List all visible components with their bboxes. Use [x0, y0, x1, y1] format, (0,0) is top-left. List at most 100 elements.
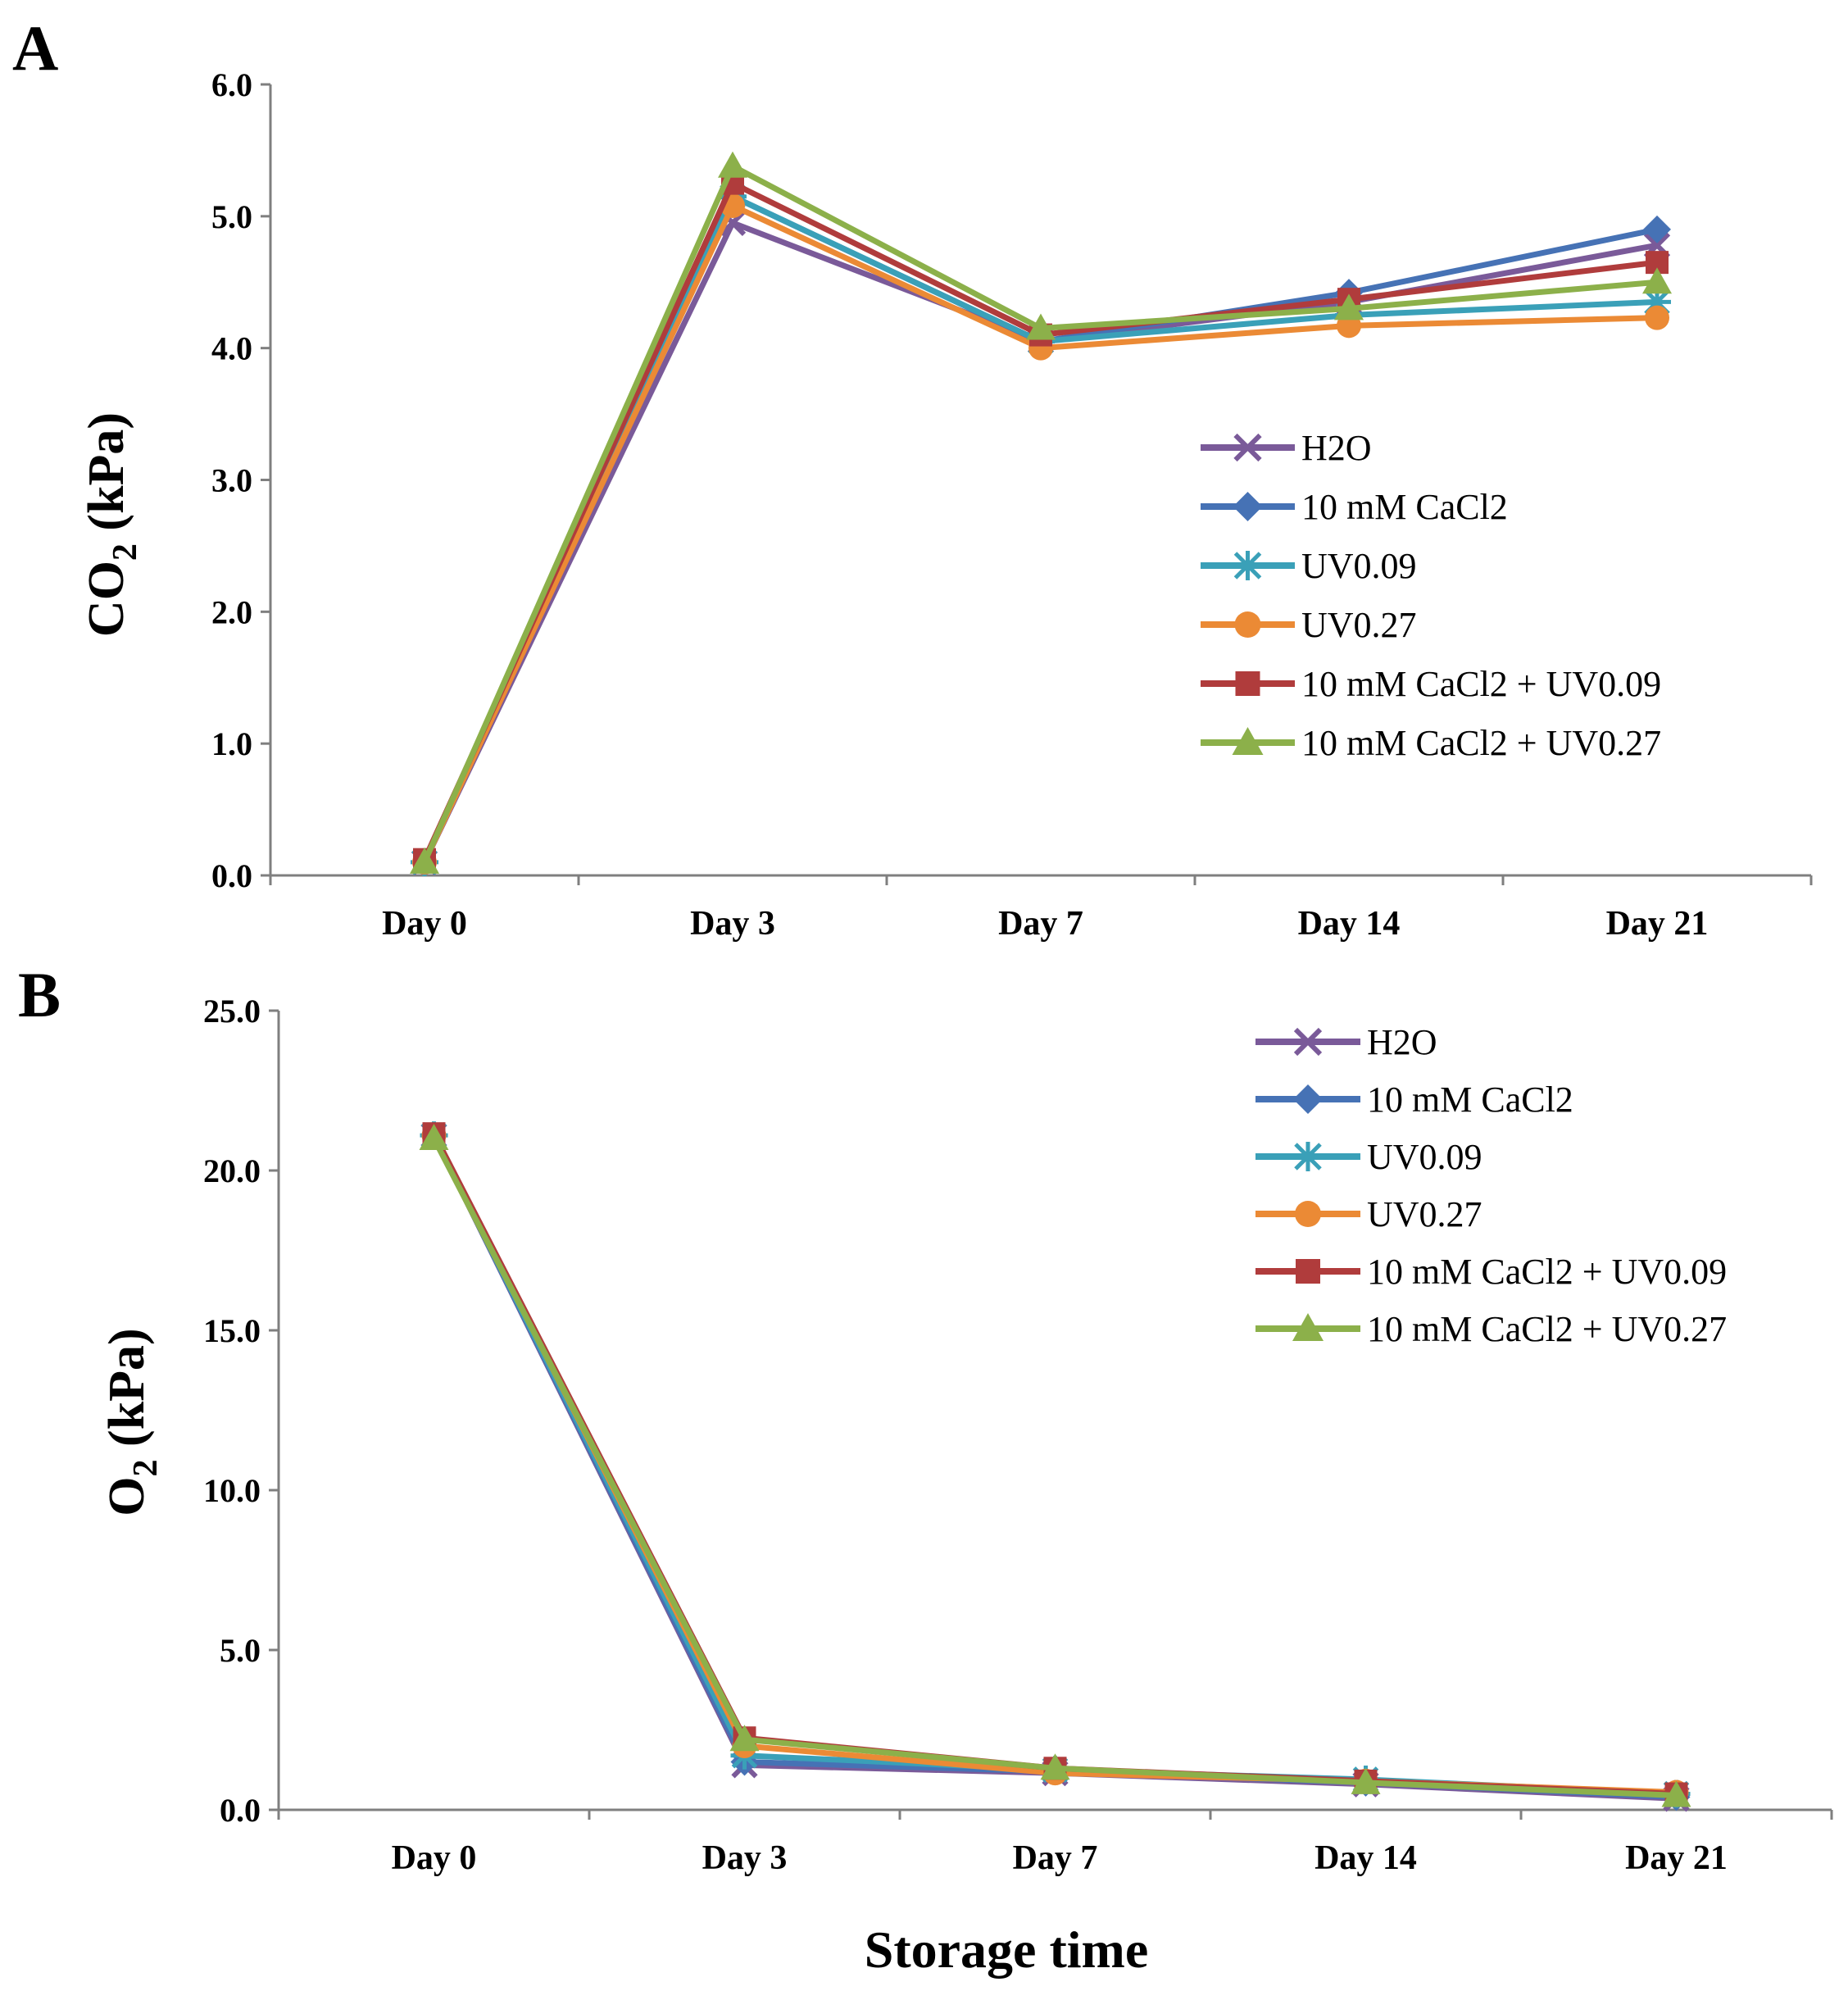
panel-a-series-2 [411, 182, 1671, 876]
panel-b-x-tick-label: Day 14 [1314, 1839, 1417, 1877]
panel-b-y-tick-label: 20.0 [203, 1152, 261, 1189]
panel-b-legend-item: H2O [1255, 1022, 1437, 1062]
panel-a-series [410, 151, 1672, 876]
panel-a-y-tick-label: 6.0 [211, 66, 252, 103]
panel-b-legend-label: 10 mM CaCl2 + UV0.09 [1367, 1252, 1727, 1292]
panel-a-legend-marker [1232, 727, 1264, 755]
panel-b-legend-label: 10 mM CaCl2 [1367, 1080, 1573, 1120]
panel-a-legend-marker [1233, 492, 1263, 521]
panel-a-y-axis-title: CO2 (kPa) [79, 412, 144, 637]
panel-a-data-point [1643, 288, 1671, 316]
panel-a-legend-marker [1234, 611, 1261, 638]
panel-a-y-tick-label: 0.0 [211, 857, 252, 894]
panel-b-axes: 0.0 5.0 10.0 15.0 20.0 25.0 Day 0 Day 3 Day 7 Day… [203, 993, 1833, 1877]
panel-b-series-line [431, 1134, 1677, 1796]
panel-b-legend-marker [1293, 1027, 1323, 1057]
panel-b-legend-marker [1295, 1201, 1321, 1227]
panel-a-y-tick-label: 3.0 [211, 462, 252, 499]
panel-a-data-point [718, 151, 747, 178]
panel-a-axes: 0.0 1.0 2.0 3.0 4.0 5.0 6.0 Day 0 Day 3 Day 7 Day … [211, 66, 1813, 943]
panel-b-data-point [729, 1725, 760, 1752]
panel-b-legend-marker [1293, 1084, 1323, 1114]
panel-a-legend-item: H2O [1201, 428, 1372, 468]
panel-a-data-point [1642, 267, 1672, 294]
panel-b-y-axis-title: O2 (kPa) [99, 1328, 165, 1516]
panel-b-legend-marker [1296, 1259, 1320, 1284]
panel-a-legend-label: UV0.09 [1301, 546, 1417, 586]
panel-a-series-line [421, 202, 1658, 864]
panel-b-legend-label: UV0.09 [1367, 1137, 1482, 1177]
panel-b-x-tick-label: Day 21 [1625, 1839, 1728, 1877]
panel-b-y-tick-label: 5.0 [220, 1632, 261, 1669]
panel-b-y-tick-label: 15.0 [203, 1312, 261, 1349]
panel-a-legend-label: 10 mM CaCl2 + UV0.27 [1301, 723, 1661, 763]
panel-a-y-tick-label: 4.0 [211, 330, 252, 367]
panel-a-legend-item: UV0.27 [1201, 605, 1417, 645]
panel-b-series-3 [421, 1123, 1689, 1805]
panel-a: A 0.0 1.0 2.0 3.0 4.0 5.0 6.0 Day 0 Day 3 Day 7 Da… [12, 12, 1813, 943]
panel-a-data-point [1026, 313, 1056, 340]
x-axis-title: Storage time [865, 1920, 1149, 1979]
panel-b-y-tick-label: 10.0 [203, 1472, 261, 1509]
panel-b-x-tick-label: Day 7 [1013, 1839, 1098, 1877]
panel-a-x-tick-label: Day 0 [382, 905, 467, 943]
panel-b-series-line [431, 1132, 1677, 1797]
panel-b-legend-item: 10 mM CaCl2 + UV0.09 [1255, 1252, 1727, 1292]
panel-b-y-tick-label: 0.0 [220, 1792, 261, 1829]
panel-a-legend-label: 10 mM CaCl2 [1301, 487, 1508, 527]
panel-a-y-tick-label: 2.0 [211, 593, 252, 630]
panel-b-series-line [431, 1134, 1677, 1797]
panel-a-x-tick-label: Day 3 [690, 905, 775, 943]
panel-b-series [419, 1121, 1691, 1812]
panel-b-letter: B [18, 959, 61, 1030]
panel-a-y-tick-label: 1.0 [211, 725, 252, 762]
panel-a-legend-label: H2O [1301, 428, 1372, 468]
panel-a-legend-marker [1233, 551, 1263, 580]
panel-b-data-point [1351, 1767, 1381, 1794]
panel-a-legend-item: 10 mM CaCl2 + UV0.09 [1201, 664, 1661, 704]
panel-b-data-point [1661, 1780, 1691, 1807]
panel-a-legend-label: 10 mM CaCl2 + UV0.09 [1301, 664, 1661, 704]
panel-b-legend-item: UV0.27 [1255, 1194, 1482, 1234]
panel-a-y-axis-title-rest: (kPa) [79, 412, 134, 543]
panel-a-letter: A [12, 12, 58, 84]
panel-b-x-tick-label: Day 3 [702, 1839, 788, 1877]
panel-a-series-5 [410, 151, 1672, 874]
panel-a-data-point [410, 847, 439, 874]
panel-b-legend-item: 10 mM CaCl2 [1255, 1080, 1573, 1120]
panel-b-legend-item: 10 mM CaCl2 + UV0.27 [1255, 1309, 1727, 1349]
panel-b-x-tick-label: Day 0 [392, 1839, 477, 1877]
panel-a-legend-marker [1235, 671, 1260, 696]
panel-b-y-axis-title-main: O [99, 1476, 155, 1516]
panel-a-y-axis-title-main: CO [79, 561, 134, 637]
panel-a-y-tick-label: 5.0 [211, 198, 252, 235]
panel-b-y-axis-title-rest: (kPa) [99, 1328, 155, 1459]
panel-a-legend-label: UV0.27 [1301, 605, 1417, 645]
panel-b-legend-label: H2O [1367, 1022, 1437, 1062]
panel-a-legend-item: 10 mM CaCl2 + UV0.27 [1201, 723, 1661, 763]
panel-b-series-line [431, 1137, 1677, 1798]
panel-b-data-point [419, 1124, 449, 1150]
panel-b-legend-item: UV0.09 [1255, 1137, 1482, 1177]
panel-a-series-1 [411, 182, 1671, 876]
panel-b-legend-marker [1293, 1142, 1323, 1171]
panel-a-x-tick-label: Day 21 [1606, 905, 1709, 943]
panel-b-legend-label: 10 mM CaCl2 + UV0.27 [1367, 1309, 1727, 1349]
panel-b-series-5 [419, 1124, 1691, 1807]
panel-b-y-axis-title-sub: 2 [127, 1459, 165, 1476]
panel-a-data-point [1643, 215, 1671, 243]
panel-b-y-tick-label: 25.0 [203, 993, 261, 1030]
panel-b-series-0 [420, 1121, 1690, 1812]
panel-a-legend-item: 10 mM CaCl2 [1201, 487, 1508, 527]
panel-a-data-point [1334, 293, 1364, 320]
panel-b-series-1 [420, 1121, 1691, 1811]
panel-b-legend-label: UV0.27 [1367, 1194, 1482, 1234]
panel-b-legend: H2O 10 mM CaCl2 UV0.09 UV0.27 10 mM CaCl2 + … [1255, 1022, 1727, 1349]
panel-a-x-tick-label: Day 14 [1298, 905, 1401, 943]
panel-b-data-point [1040, 1753, 1070, 1780]
panel-a-legend: H2O 10 mM CaCl2 UV0.09 UV0.27 10 mM CaCl2 + … [1201, 428, 1661, 763]
panel-a-x-tick-label: Day 7 [998, 905, 1083, 943]
panel-b-legend-marker [1292, 1313, 1324, 1341]
panel-a-y-axis-title-sub: 2 [107, 543, 144, 561]
